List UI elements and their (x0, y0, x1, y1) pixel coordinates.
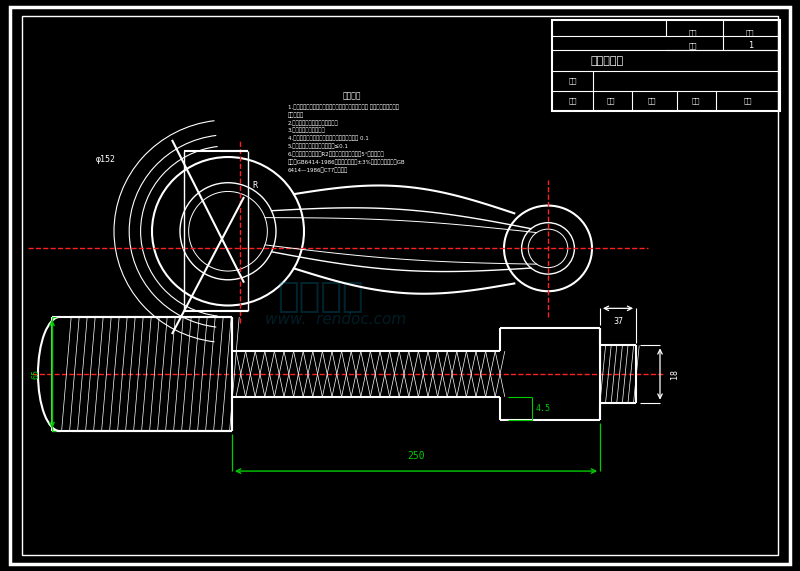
Text: 2.清理铸件时应细心，去净飞边。: 2.清理铸件时应细心，去净飞边。 (288, 120, 338, 126)
Text: 4.大端孔和小端孔轴线与连杆体侧平面的平行度 0.1: 4.大端孔和小端孔轴线与连杆体侧平面的平行度 0.1 (288, 136, 369, 142)
Text: 图号: 图号 (691, 98, 700, 104)
Text: 制图: 制图 (607, 98, 615, 104)
Text: φ152: φ152 (96, 155, 116, 164)
Text: 校对: 校对 (568, 98, 577, 104)
Text: 6.铸造圆角，未注者为R2，铸造拔模斜度不超过5°，铸造尺寸: 6.铸造圆角，未注者为R2，铸造拔模斜度不超过5°，铸造尺寸 (288, 152, 385, 158)
Text: 37: 37 (613, 317, 623, 326)
Text: 1: 1 (748, 41, 753, 50)
Text: 技术要求: 技术要求 (342, 91, 362, 100)
Text: 18: 18 (670, 369, 678, 379)
Text: 6414—1986的CT7级精度。: 6414—1986的CT7级精度。 (288, 168, 348, 174)
Text: 公差按GB6414-1986，铸件重量公差±3%，铸件尺寸公差按GB: 公差按GB6414-1986，铸件重量公差±3%，铸件尺寸公差按GB (288, 160, 406, 166)
Text: www.  rendoc.com: www. rendoc.com (266, 312, 406, 327)
Text: 3.铸件不得有弯曲变形。: 3.铸件不得有弯曲变形。 (288, 128, 326, 134)
Text: 材料: 材料 (689, 30, 698, 37)
Text: 1.零件在制造完成后，不允许有毛刺、锐利棱角，铸件 气孔、夹砂、裂纹等: 1.零件在制造完成后，不允许有毛刺、锐利棱角，铸件 气孔、夹砂、裂纹等 (288, 104, 399, 110)
Text: 65: 65 (31, 369, 41, 379)
Text: 人人文库: 人人文库 (277, 280, 363, 314)
Bar (552, 20, 780, 111)
Text: 备注: 备注 (744, 98, 752, 104)
Text: 连杆零件图: 连杆零件图 (590, 55, 623, 66)
Text: 5.大端端面与小端轴线的平行度≤0.1: 5.大端端面与小端轴线的平行度≤0.1 (288, 144, 349, 150)
Text: 数量: 数量 (689, 42, 698, 49)
Text: 250: 250 (407, 451, 425, 461)
Text: R: R (252, 181, 257, 190)
Text: 日期: 日期 (648, 98, 657, 104)
Text: 4.5: 4.5 (536, 404, 551, 413)
Text: 材料: 材料 (568, 78, 577, 84)
Text: 铸造缺陷。: 铸造缺陷。 (288, 112, 304, 118)
Text: 比例: 比例 (746, 30, 754, 37)
